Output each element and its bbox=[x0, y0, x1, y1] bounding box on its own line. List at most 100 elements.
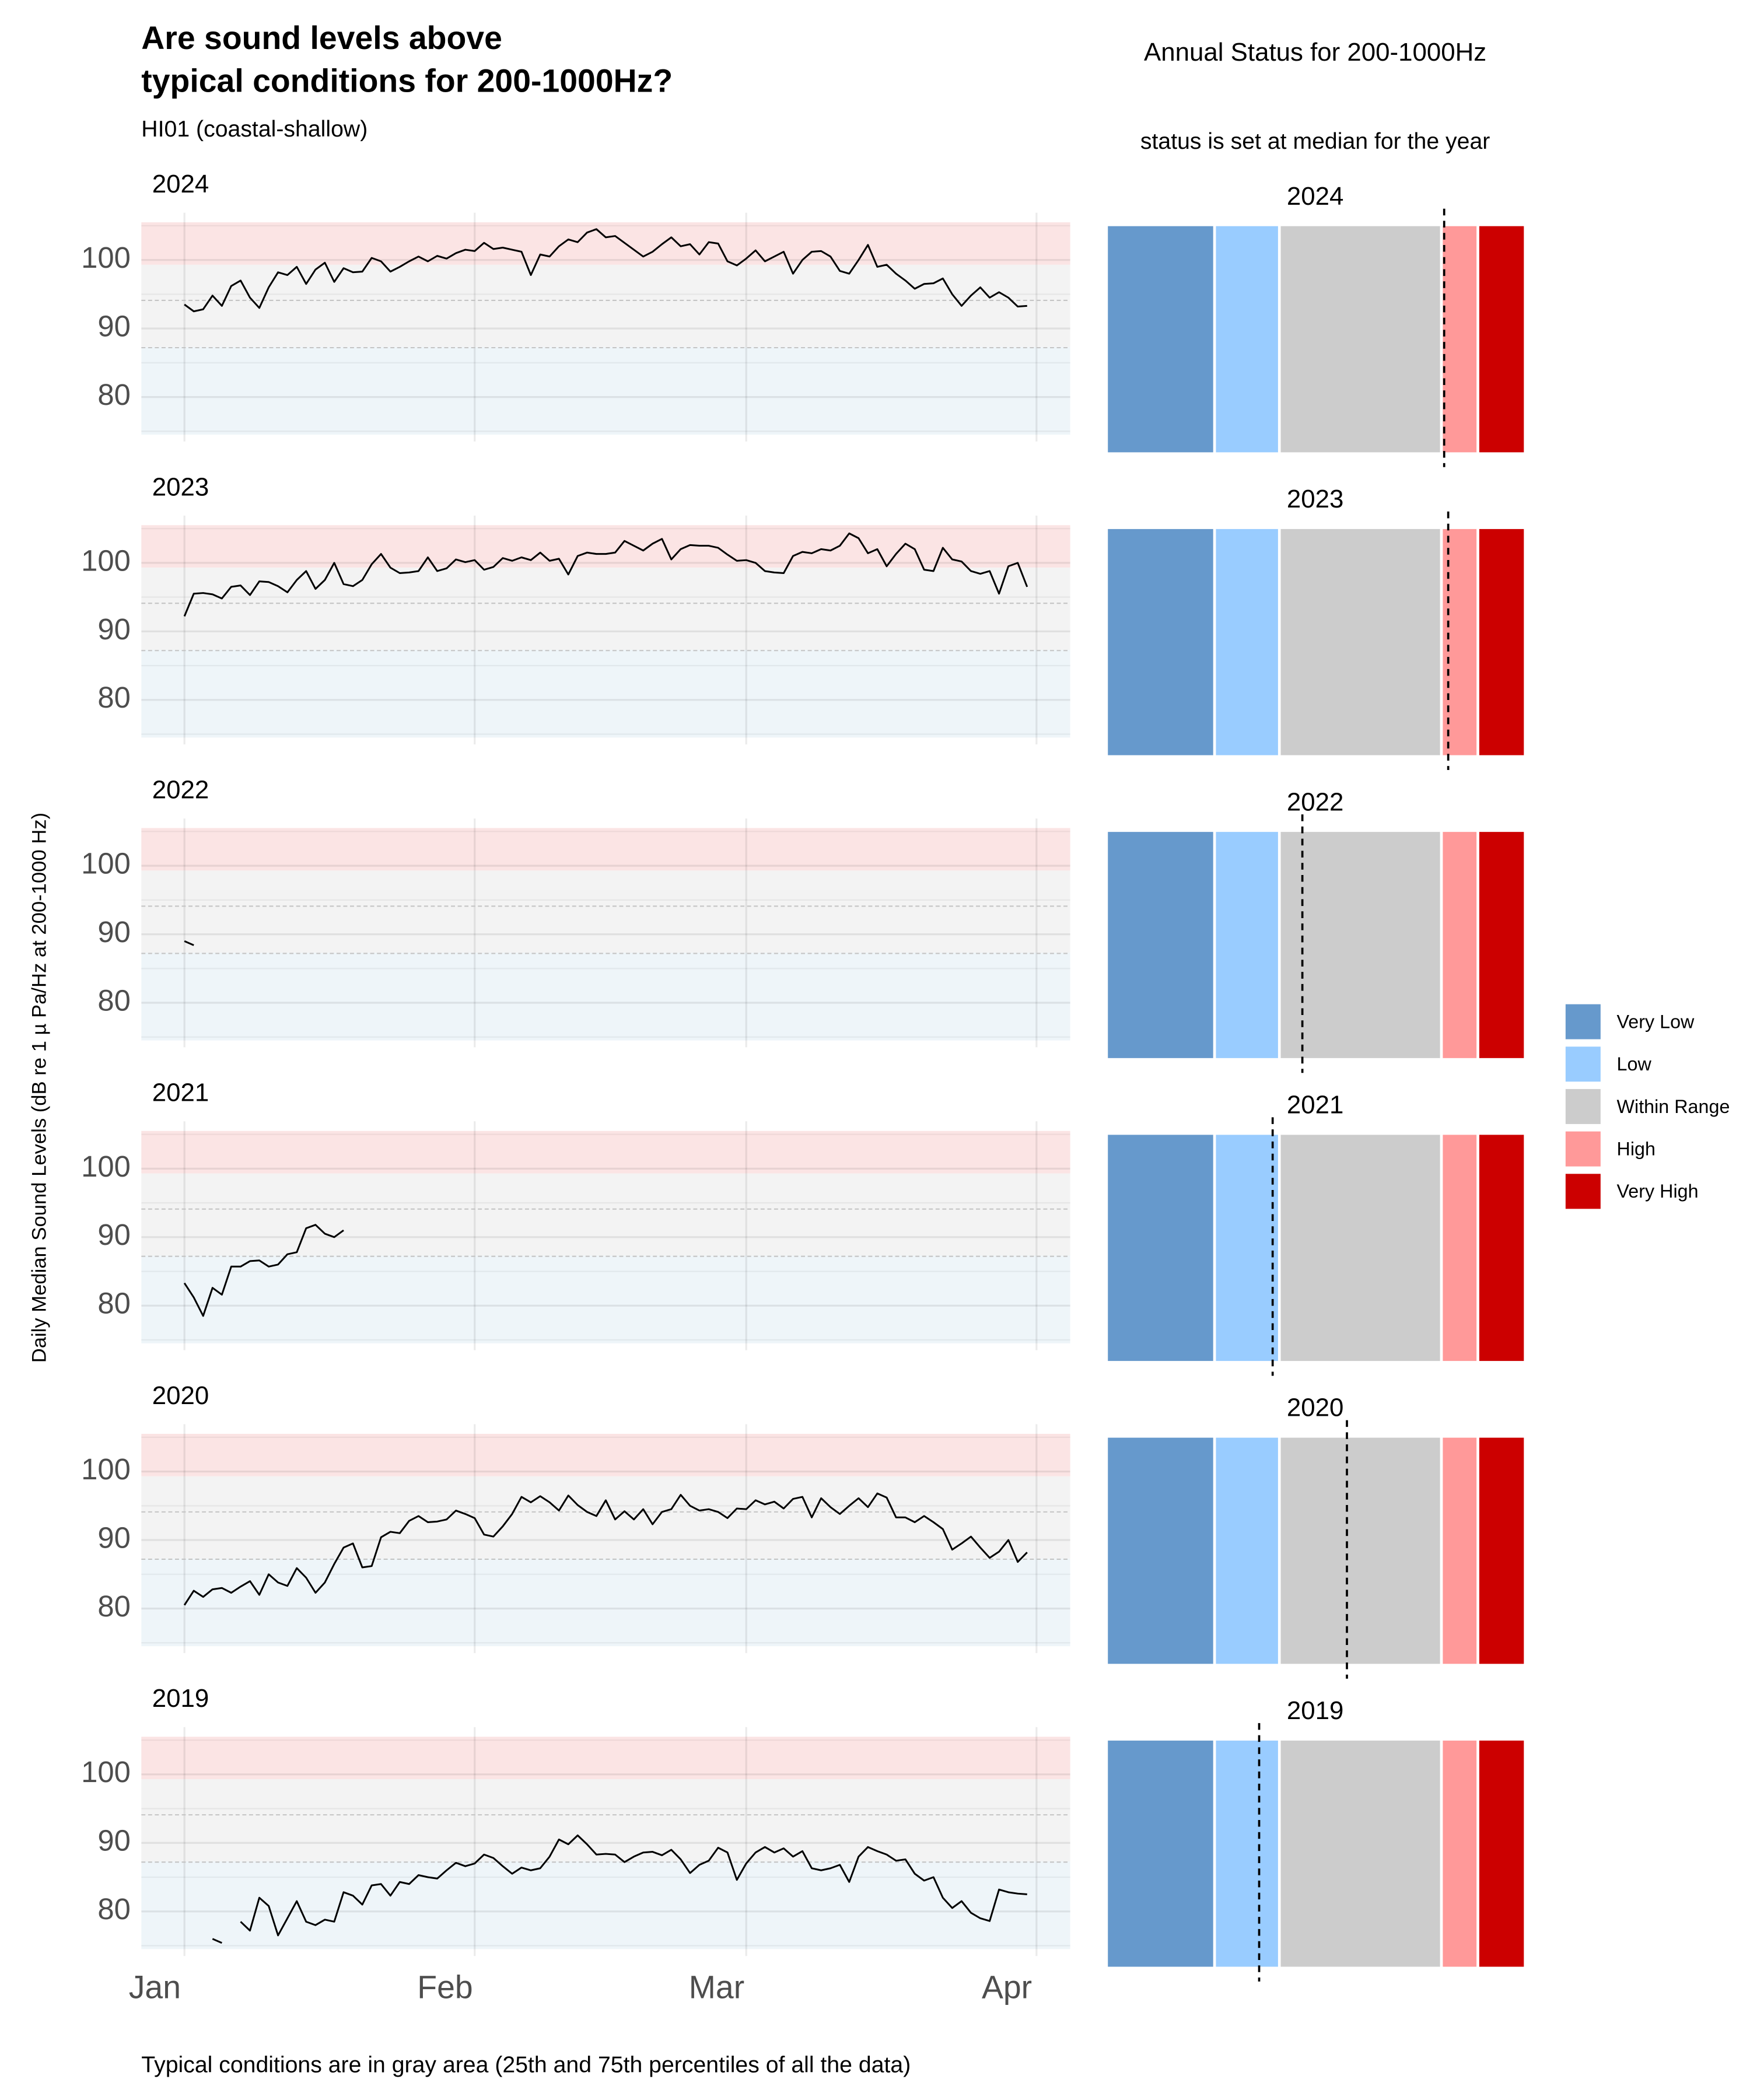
status-panel-title: 2021 bbox=[1287, 1091, 1344, 1119]
x-tick-label: Apr bbox=[982, 1969, 1032, 2005]
legend-label: Very Low bbox=[1617, 1011, 1695, 1032]
status-title: Annual Status for 200-1000Hz bbox=[1144, 38, 1486, 66]
y-tick-label: 90 bbox=[97, 1218, 130, 1251]
y-tick-label: 100 bbox=[81, 544, 131, 577]
status-segment bbox=[1213, 1738, 1281, 1970]
y-tick-label: 90 bbox=[97, 310, 130, 343]
legend-label: Low bbox=[1617, 1054, 1652, 1074]
legend-swatch bbox=[1565, 1131, 1601, 1167]
status-segment bbox=[1476, 526, 1527, 758]
y-tick-label: 80 bbox=[97, 1892, 130, 1926]
band bbox=[141, 346, 1070, 435]
band bbox=[141, 1130, 1070, 1174]
band bbox=[141, 1779, 1070, 1861]
legend-swatch bbox=[1565, 1088, 1601, 1124]
band bbox=[141, 222, 1070, 265]
y-tick-label: 80 bbox=[97, 681, 130, 714]
band bbox=[141, 1861, 1070, 1950]
legend-swatch bbox=[1565, 1174, 1601, 1209]
band bbox=[141, 1737, 1070, 1780]
band bbox=[141, 1433, 1070, 1476]
band bbox=[141, 650, 1070, 738]
status-segment bbox=[1213, 526, 1281, 758]
status-segment bbox=[1105, 829, 1216, 1061]
sound-level-line bbox=[212, 1834, 1027, 1944]
panel-title: 2020 bbox=[152, 1381, 209, 1410]
status-segment bbox=[1105, 1434, 1216, 1667]
status-segment bbox=[1213, 1132, 1281, 1364]
legend-label: Very High bbox=[1617, 1181, 1699, 1202]
y-tick-label: 100 bbox=[81, 1755, 131, 1788]
y-tick-label: 80 bbox=[97, 1287, 130, 1320]
status-segment bbox=[1278, 223, 1443, 455]
y-tick-label: 80 bbox=[97, 984, 130, 1017]
y-tick-label: 90 bbox=[97, 915, 130, 949]
status-segment bbox=[1476, 223, 1527, 455]
panel-title: 2021 bbox=[152, 1079, 209, 1107]
chart-title: Are sound levels above bbox=[141, 20, 502, 56]
band bbox=[141, 870, 1070, 953]
band bbox=[141, 1255, 1070, 1343]
status-segment bbox=[1440, 1738, 1479, 1970]
band bbox=[141, 264, 1070, 347]
panel-title: 2022 bbox=[152, 776, 209, 804]
status-segment bbox=[1105, 1738, 1216, 1970]
legend-label: Within Range bbox=[1617, 1096, 1730, 1117]
status-segment bbox=[1440, 526, 1479, 758]
band bbox=[141, 568, 1070, 650]
status-panel-title: 2024 bbox=[1287, 182, 1344, 211]
sound-level-line bbox=[183, 1492, 1028, 1606]
sound-level-line bbox=[184, 228, 1027, 313]
y-tick-label: 90 bbox=[97, 1824, 130, 1857]
status-segment bbox=[1476, 1434, 1527, 1667]
status-segment bbox=[1213, 223, 1281, 455]
x-tick-label: Feb bbox=[417, 1969, 473, 2005]
status-segment bbox=[1213, 829, 1281, 1061]
y-tick-label: 90 bbox=[97, 612, 130, 646]
status-segment bbox=[1278, 1738, 1443, 1970]
x-tick-label: Jan bbox=[129, 1969, 181, 2005]
status-segment bbox=[1476, 829, 1527, 1061]
band bbox=[141, 1476, 1070, 1559]
status-segment bbox=[1105, 223, 1216, 455]
status-segment bbox=[1476, 1132, 1527, 1364]
band bbox=[141, 525, 1070, 568]
band bbox=[141, 953, 1070, 1041]
status-segment bbox=[1105, 526, 1216, 758]
status-segment bbox=[1278, 526, 1443, 758]
chart-title: typical conditions for 200-1000Hz? bbox=[141, 63, 673, 99]
legend-label: High bbox=[1617, 1138, 1656, 1159]
panel-title: 2023 bbox=[152, 473, 209, 501]
status-segment bbox=[1278, 1132, 1443, 1364]
status-panel-title: 2020 bbox=[1287, 1394, 1344, 1422]
chart-subtitle: HI01 (coastal-shallow) bbox=[141, 116, 368, 142]
y-tick-label: 100 bbox=[81, 241, 131, 274]
y-tick-label: 90 bbox=[97, 1521, 130, 1554]
status-segment bbox=[1440, 1132, 1479, 1364]
status-panel-title: 2019 bbox=[1287, 1696, 1344, 1725]
status-segment bbox=[1440, 829, 1479, 1061]
status-segment bbox=[1213, 1434, 1281, 1667]
status-segment bbox=[1476, 1738, 1527, 1970]
legend-swatch bbox=[1565, 1004, 1601, 1040]
legend-swatch bbox=[1565, 1046, 1601, 1082]
y-tick-label: 100 bbox=[81, 847, 131, 880]
panel-title: 2019 bbox=[152, 1684, 209, 1713]
status-subtitle: status is set at median for the year bbox=[1140, 128, 1490, 154]
y-axis-title: Daily Median Sound Levels (dB re 1 µ Pa/… bbox=[28, 813, 50, 1363]
y-tick-label: 80 bbox=[97, 1590, 130, 1623]
panel-title: 2024 bbox=[152, 170, 209, 198]
band bbox=[141, 828, 1070, 871]
y-tick-label: 80 bbox=[97, 378, 130, 411]
status-panel-title: 2023 bbox=[1287, 485, 1344, 513]
y-tick-label: 100 bbox=[81, 1452, 131, 1486]
status-segment bbox=[1278, 1434, 1443, 1667]
band bbox=[141, 1173, 1070, 1256]
caption: Typical conditions are in gray area (25t… bbox=[141, 2052, 911, 2078]
status-segment bbox=[1440, 1434, 1479, 1667]
band bbox=[141, 1558, 1070, 1647]
sound-level-line bbox=[184, 940, 194, 946]
status-segment bbox=[1105, 1132, 1216, 1364]
